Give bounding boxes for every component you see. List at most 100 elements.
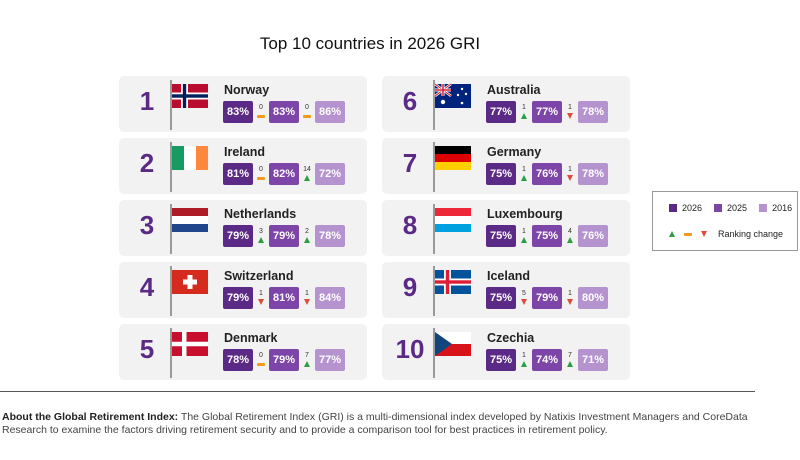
score-2016: 86% [315, 101, 345, 123]
country-name: Netherlands [224, 207, 297, 221]
ranking-change-value: 7 [305, 352, 309, 359]
up-triangle-icon [567, 236, 573, 244]
country-name: Denmark [224, 331, 278, 345]
score-2016: 84% [315, 287, 345, 309]
legend-years: 2026 2025 2016 [669, 203, 792, 213]
ranking-change-value: 14 [303, 166, 311, 173]
legend-label-2026: 2026 [682, 203, 703, 213]
country-name: Luxembourg [487, 207, 563, 221]
country-card-czechia: 10 Czechia 75% 1 74% 7 71% [382, 324, 630, 380]
up-triangle-icon [567, 360, 573, 368]
ranking-change-value: 1 [522, 166, 526, 173]
country-name: Switzerland [224, 269, 294, 283]
ranking-change-2016-2025: 2 [299, 225, 315, 247]
score-row: 79% 3 79% 2 78% [223, 225, 345, 247]
down-triangle-icon [521, 298, 527, 306]
ranking-change-value: 7 [568, 352, 572, 359]
legend-item-2025: 2025 [714, 203, 747, 213]
score-row: 75% 1 74% 7 71% [486, 349, 608, 371]
score-row: 78% 0 79% 7 77% [223, 349, 345, 371]
down-triangle-icon [567, 112, 573, 120]
up-triangle-icon [669, 231, 675, 237]
score-2026: 77% [486, 101, 516, 123]
score-2016: 72% [315, 163, 345, 185]
up-triangle-icon [521, 112, 527, 120]
legend-item-2016: 2016 [759, 203, 792, 213]
score-2016: 78% [578, 163, 608, 185]
up-triangle-icon [521, 174, 527, 182]
down-triangle-icon [304, 298, 310, 306]
score-row: 75% 1 75% 4 76% [486, 225, 608, 247]
ranking-change-value: 1 [522, 352, 526, 359]
ranking-change-value: 1 [568, 104, 572, 111]
iceland-flag-icon [432, 266, 474, 316]
ranking-change-2016-2025: 0 [299, 101, 315, 123]
score-row: 75% 5 79% 1 80% [486, 287, 608, 309]
country-name: Ireland [224, 145, 265, 159]
ranking-change-2016-2025: 1 [562, 101, 578, 123]
footnote-divider [0, 391, 755, 392]
country-card-switzerland: 4 Switzerland 79% 1 81% 1 84% [119, 262, 367, 318]
ranking-change-value: 1 [305, 290, 309, 297]
country-card-iceland: 9 Iceland 75% 5 79% 1 80% [382, 262, 630, 318]
score-2026: 75% [486, 349, 516, 371]
rank-number: 3 [139, 210, 155, 240]
up-triangle-icon [521, 360, 527, 368]
down-triangle-icon [258, 298, 264, 306]
ranking-change-value: 1 [568, 166, 572, 173]
score-row: 75% 1 76% 1 78% [486, 163, 608, 185]
country-card-germany: 7 Germany 75% 1 76% 1 78% [382, 138, 630, 194]
ranking-change-2016-2025: 14 [299, 163, 315, 185]
up-triangle-icon [304, 360, 310, 368]
score-2026: 79% [223, 225, 253, 247]
switzerland-flag-icon [169, 266, 211, 316]
score-2025: 76% [532, 163, 562, 185]
ranking-change-value: 1 [259, 290, 263, 297]
ranking-change-2016-2025: 7 [299, 349, 315, 371]
score-2016: 76% [578, 225, 608, 247]
score-2016: 77% [315, 349, 345, 371]
rank-number: 1 [139, 86, 155, 116]
up-triangle-icon [304, 174, 310, 182]
ranking-change-2016-2025: 1 [299, 287, 315, 309]
down-triangle-icon [567, 174, 573, 182]
score-row: 83% 0 83% 0 86% [223, 101, 345, 123]
down-triangle-icon [701, 231, 707, 237]
no-change-dash-icon [257, 360, 265, 368]
ranking-change-2025-2026: 1 [516, 349, 532, 371]
legend-swatch-2026 [669, 204, 677, 212]
score-2026: 75% [486, 163, 516, 185]
up-triangle-icon [258, 236, 264, 244]
footnote: About the Global Retirement Index: The G… [2, 411, 772, 437]
score-row: 81% 0 82% 14 72% [223, 163, 345, 185]
score-2025: 82% [269, 163, 299, 185]
legend-ranking-change-label: Ranking change [718, 229, 784, 239]
score-2016: 80% [578, 287, 608, 309]
ranking-change-2025-2026: 0 [253, 163, 269, 185]
score-2026: 75% [486, 287, 516, 309]
ranking-change-value: 5 [522, 290, 526, 297]
ranking-change-value: 0 [259, 352, 263, 359]
rank-number: 6 [402, 86, 418, 116]
ranking-change-2025-2026: 5 [516, 287, 532, 309]
luxembourg-flag-icon [432, 204, 474, 254]
ranking-change-2025-2026: 0 [253, 101, 269, 123]
score-2016: 78% [315, 225, 345, 247]
score-2026: 81% [223, 163, 253, 185]
ranking-change-2025-2026: 1 [516, 163, 532, 185]
ranking-change-2025-2026: 0 [253, 349, 269, 371]
score-2025: 77% [532, 101, 562, 123]
ranking-change-2016-2025: 1 [562, 163, 578, 185]
score-2025: 74% [532, 349, 562, 371]
denmark-flag-icon [169, 328, 211, 378]
ranking-change-value: 3 [259, 228, 263, 235]
country-name: Iceland [487, 269, 531, 283]
country-name: Norway [224, 83, 270, 97]
legend-item-2026: 2026 [669, 203, 702, 213]
norway-flag-icon [169, 80, 211, 130]
ranking-change-value: 0 [259, 166, 263, 173]
rank-number: 7 [402, 148, 418, 178]
germany-flag-icon [432, 142, 474, 192]
country-name: Germany [487, 145, 542, 159]
ranking-change-value: 4 [568, 228, 572, 235]
